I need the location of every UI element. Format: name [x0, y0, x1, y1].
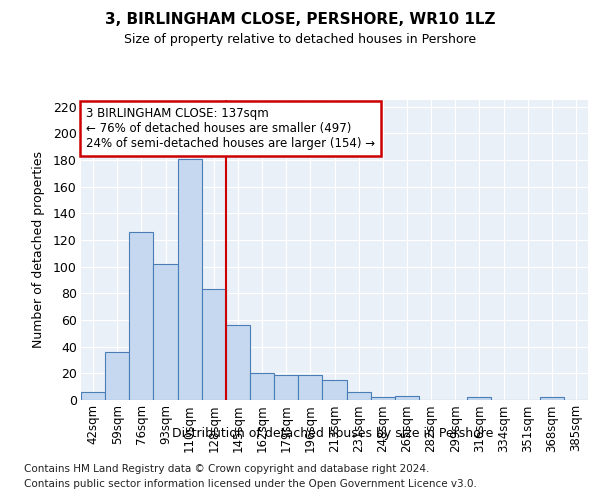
Bar — [347, 392, 371, 400]
Text: 3 BIRLINGHAM CLOSE: 137sqm
← 76% of detached houses are smaller (497)
24% of sem: 3 BIRLINGHAM CLOSE: 137sqm ← 76% of deta… — [86, 106, 375, 150]
Bar — [81, 392, 105, 400]
Bar — [274, 374, 298, 400]
Bar — [105, 352, 129, 400]
Bar — [226, 326, 250, 400]
Bar — [250, 374, 274, 400]
Bar — [371, 398, 395, 400]
Bar — [467, 398, 491, 400]
Text: Contains public sector information licensed under the Open Government Licence v3: Contains public sector information licen… — [24, 479, 477, 489]
Text: 3, BIRLINGHAM CLOSE, PERSHORE, WR10 1LZ: 3, BIRLINGHAM CLOSE, PERSHORE, WR10 1LZ — [105, 12, 495, 28]
Bar — [178, 158, 202, 400]
Text: Distribution of detached houses by size in Pershore: Distribution of detached houses by size … — [172, 428, 494, 440]
Text: Contains HM Land Registry data © Crown copyright and database right 2024.: Contains HM Land Registry data © Crown c… — [24, 464, 430, 474]
Text: Size of property relative to detached houses in Pershore: Size of property relative to detached ho… — [124, 34, 476, 46]
Bar — [395, 396, 419, 400]
Bar — [129, 232, 154, 400]
Bar — [202, 290, 226, 400]
Bar — [540, 398, 564, 400]
Bar — [322, 380, 347, 400]
Y-axis label: Number of detached properties: Number of detached properties — [32, 152, 44, 348]
Bar — [154, 264, 178, 400]
Bar — [298, 374, 322, 400]
